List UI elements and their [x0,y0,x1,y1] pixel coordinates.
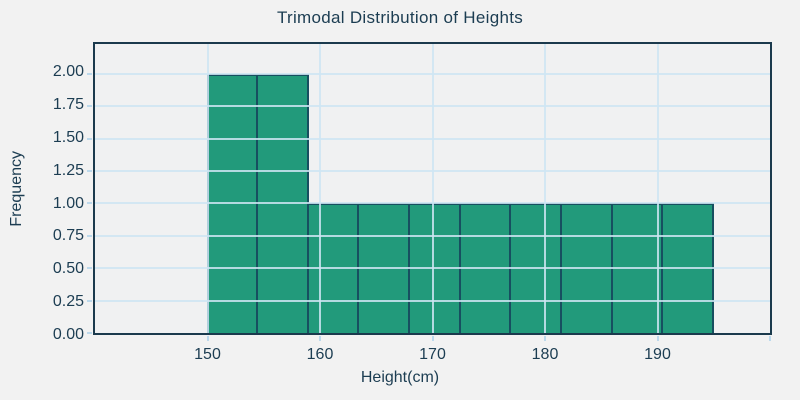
x-tick-mark [206,336,209,341]
y-tick-label: 2.00 [52,63,84,81]
vertical-gridline [319,44,321,333]
grid-layer [95,44,770,333]
horizontal-gridline [95,267,770,270]
x-tick-mark [769,336,771,341]
y-tick-labels: 0.00 0.25 0.50 0.75 1.00 1.25 1.50 1.75 2.00 [0,42,84,343]
y-tick-mark [87,137,92,140]
x-tick-mark [544,336,546,341]
plot-area [87,42,772,341]
horizontal-gridline [95,299,770,302]
x-axis-label: Height(cm) [360,369,440,386]
y-tick-mark [87,332,92,334]
x-tick-label: 180 [531,346,559,363]
horizontal-gridline [95,170,770,173]
y-tick-mark [87,234,92,237]
y-tick-label: 0.75 [52,227,84,245]
y-tick-label: 1.50 [52,128,84,146]
vertical-gridline [656,44,659,333]
x-tick-mark [656,336,659,341]
ticks-layer [87,44,771,341]
x-tick-label: 150 [194,346,221,363]
y-tick-label: 1.75 [52,96,84,114]
y-tick-label: 0.00 [52,326,84,343]
horizontal-gridline [95,202,770,205]
x-tick-label: 190 [644,346,671,363]
y-tick-label: 1.25 [52,161,84,179]
y-tick-mark [87,72,92,75]
y-tick-label: 0.50 [52,260,84,278]
horizontal-gridline [95,137,770,140]
y-tick-mark [87,105,92,108]
y-tick-label: 1.00 [52,194,84,212]
y-tick-label: 0.25 [52,293,84,311]
x-tick-label: 160 [306,346,334,363]
y-tick-mark [87,267,92,270]
vertical-gridline [544,44,546,333]
x-tick-label: 170 [419,346,446,363]
y-tick-mark [87,299,92,302]
horizontal-gridline [95,105,770,108]
chart-title: Trimodal Distribution of Heights [276,8,524,27]
x-tick-labels: 150 160 170 180 190 [95,344,770,366]
x-tick-mark [319,336,321,341]
vertical-gridline [206,44,209,333]
horizontal-gridline [95,234,770,237]
vertical-gridline [431,44,434,333]
y-tick-mark [87,170,92,172]
y-tick-mark [87,202,92,205]
x-tick-mark [431,336,434,341]
horizontal-gridline [95,72,770,75]
